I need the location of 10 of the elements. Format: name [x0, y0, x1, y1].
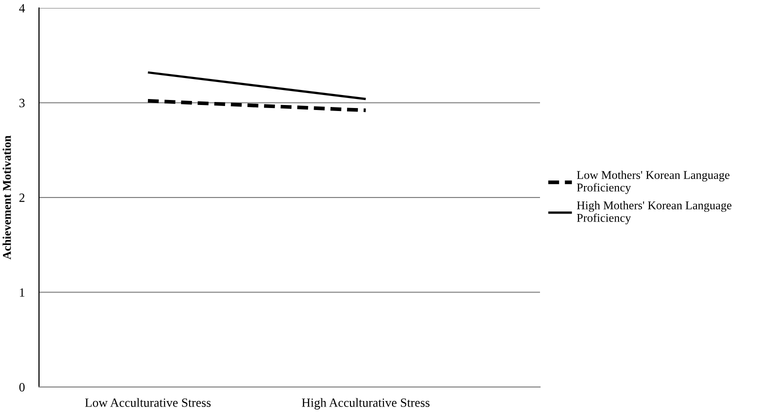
y-tick-label: 4 — [19, 4, 25, 12]
y-axis-title: Achievement Motivation — [2, 136, 11, 260]
x-tick-label: Low Acculturative Stress — [85, 398, 211, 407]
y-tick-label: 0 — [19, 383, 25, 392]
y-tick-label: 1 — [20, 288, 24, 297]
y-tick-label: 3 — [19, 98, 25, 108]
legend-label: High Mothers' Korean Language Proficiency — [576, 201, 732, 224]
legend-label: Low Mothers' Korean Language Proficiency — [576, 170, 730, 194]
y-tick-label: 2 — [19, 194, 24, 202]
x-tick-label: High Acculturative Stress — [302, 398, 430, 410]
